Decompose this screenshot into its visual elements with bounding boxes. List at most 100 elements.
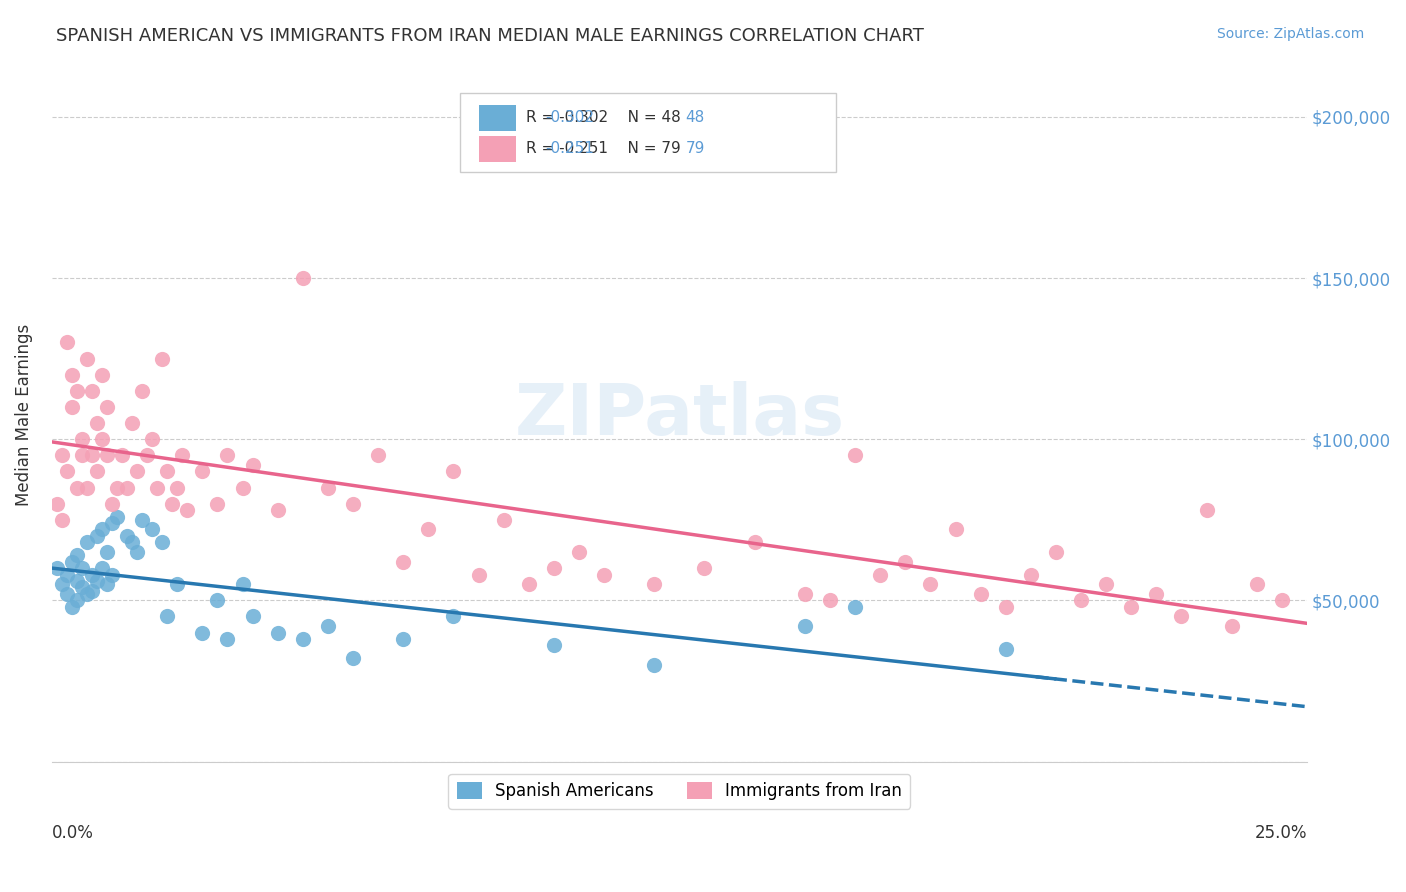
Point bbox=[60, 555, 83, 569]
Point bbox=[267, 503, 290, 517]
Point bbox=[593, 567, 616, 582]
Point bbox=[894, 555, 917, 569]
Point bbox=[217, 448, 239, 462]
Point bbox=[51, 448, 73, 462]
Point bbox=[818, 593, 841, 607]
Point bbox=[162, 497, 184, 511]
Point bbox=[1070, 593, 1092, 607]
Bar bbox=[478, 136, 516, 162]
Y-axis label: Median Male Earnings: Median Male Earnings bbox=[15, 324, 32, 506]
Point bbox=[115, 481, 138, 495]
Point bbox=[172, 448, 194, 462]
Point bbox=[176, 503, 198, 517]
Point bbox=[80, 448, 103, 462]
Point bbox=[994, 641, 1017, 656]
Point bbox=[56, 335, 79, 350]
Point bbox=[56, 464, 79, 478]
Text: 48: 48 bbox=[686, 111, 704, 125]
Point bbox=[156, 609, 179, 624]
Point bbox=[392, 632, 415, 646]
Point bbox=[793, 587, 815, 601]
Point bbox=[693, 561, 716, 575]
Point bbox=[91, 523, 114, 537]
Point bbox=[136, 448, 159, 462]
Point bbox=[291, 271, 314, 285]
Point bbox=[156, 464, 179, 478]
Point bbox=[91, 368, 114, 382]
Point bbox=[45, 497, 67, 511]
Point bbox=[60, 368, 83, 382]
Point bbox=[342, 651, 364, 665]
Point bbox=[793, 619, 815, 633]
Point bbox=[267, 625, 290, 640]
Point bbox=[96, 577, 118, 591]
Point bbox=[316, 619, 339, 633]
Point bbox=[70, 448, 93, 462]
Point bbox=[316, 481, 339, 495]
Point bbox=[1045, 545, 1067, 559]
Point bbox=[844, 448, 866, 462]
Point bbox=[66, 548, 89, 562]
Point bbox=[207, 593, 229, 607]
Point bbox=[146, 481, 169, 495]
Point bbox=[70, 432, 93, 446]
Point bbox=[141, 432, 163, 446]
Text: 79: 79 bbox=[686, 142, 704, 156]
Point bbox=[166, 577, 188, 591]
Point bbox=[418, 523, 440, 537]
Point bbox=[1095, 577, 1118, 591]
Point bbox=[568, 545, 591, 559]
Point bbox=[441, 609, 464, 624]
Point bbox=[643, 577, 665, 591]
Point bbox=[101, 516, 124, 530]
Point bbox=[150, 535, 173, 549]
Point bbox=[80, 384, 103, 398]
Point bbox=[1170, 609, 1192, 624]
Point bbox=[121, 416, 143, 430]
Point bbox=[115, 529, 138, 543]
Point bbox=[56, 567, 79, 582]
Point bbox=[66, 481, 89, 495]
Point bbox=[191, 464, 214, 478]
Point bbox=[1271, 593, 1294, 607]
Point bbox=[105, 481, 128, 495]
Point bbox=[150, 351, 173, 366]
Point bbox=[131, 384, 153, 398]
Point bbox=[86, 529, 108, 543]
Bar bbox=[478, 104, 516, 131]
Point bbox=[1195, 503, 1218, 517]
Point bbox=[76, 481, 98, 495]
Point bbox=[166, 481, 188, 495]
Point bbox=[45, 561, 67, 575]
Point bbox=[60, 400, 83, 414]
Text: -0.251: -0.251 bbox=[546, 142, 593, 156]
Point bbox=[291, 632, 314, 646]
Point bbox=[96, 545, 118, 559]
Point bbox=[111, 448, 134, 462]
Point bbox=[543, 561, 565, 575]
Point bbox=[105, 509, 128, 524]
Point bbox=[51, 577, 73, 591]
Text: R = -0.302    N = 48: R = -0.302 N = 48 bbox=[526, 111, 681, 125]
Point bbox=[994, 599, 1017, 614]
Point bbox=[242, 458, 264, 472]
Text: R = -0.251    N = 79: R = -0.251 N = 79 bbox=[526, 142, 681, 156]
Point bbox=[1144, 587, 1167, 601]
Point bbox=[80, 583, 103, 598]
Point bbox=[1121, 599, 1143, 614]
Point bbox=[492, 513, 515, 527]
Text: ZIPatlas: ZIPatlas bbox=[515, 381, 845, 450]
Point bbox=[869, 567, 891, 582]
Point bbox=[70, 581, 93, 595]
Point bbox=[51, 513, 73, 527]
Point bbox=[242, 609, 264, 624]
Point bbox=[101, 567, 124, 582]
Point bbox=[96, 400, 118, 414]
Text: -0.302: -0.302 bbox=[546, 111, 595, 125]
Point bbox=[141, 523, 163, 537]
Point bbox=[127, 464, 149, 478]
Point bbox=[367, 448, 389, 462]
Point bbox=[66, 384, 89, 398]
Text: Source: ZipAtlas.com: Source: ZipAtlas.com bbox=[1216, 27, 1364, 41]
Point bbox=[121, 535, 143, 549]
